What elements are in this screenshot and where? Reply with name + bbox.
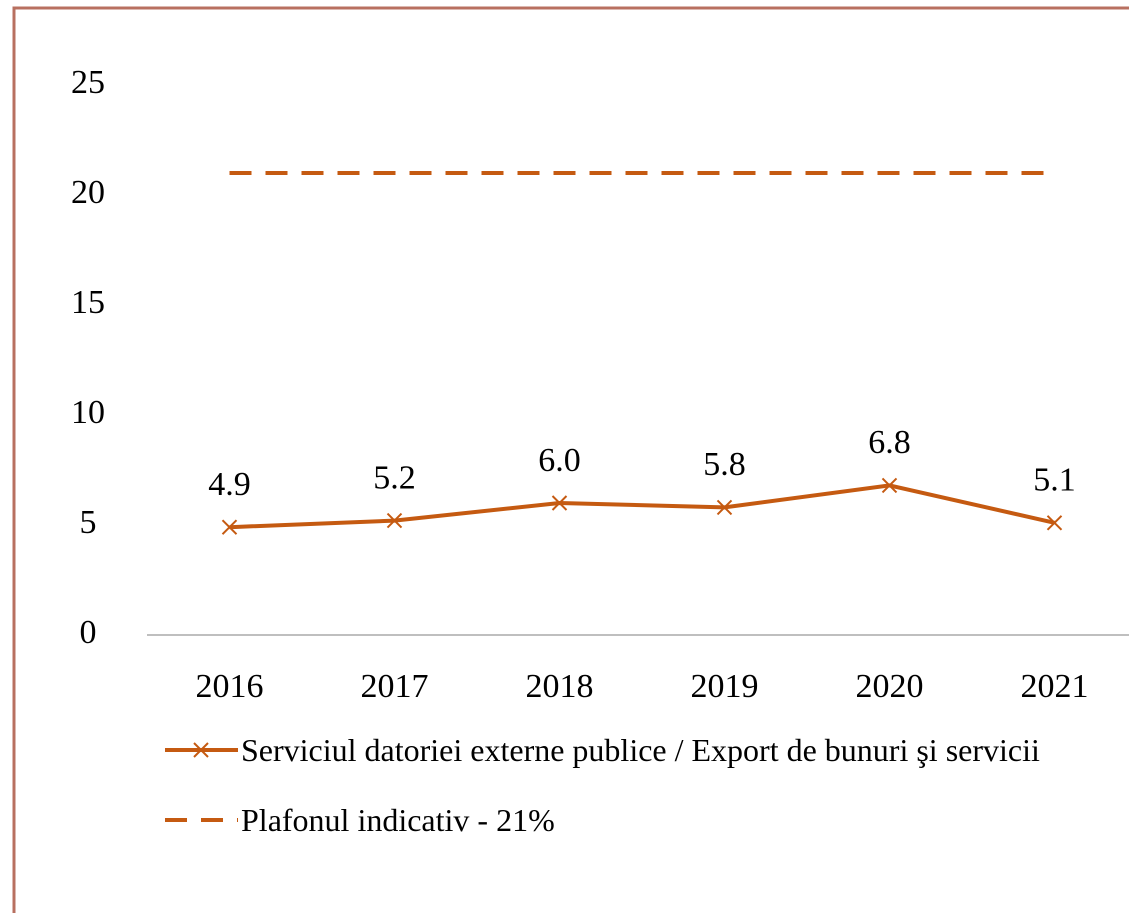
data-label: 6.0 <box>538 442 581 479</box>
data-label: 6.8 <box>868 424 911 461</box>
x-tick-label: 2017 <box>361 668 429 705</box>
y-tick-label: 0 <box>80 614 97 651</box>
x-tick-label: 2021 <box>1021 668 1089 705</box>
y-tick-label: 20 <box>71 174 105 211</box>
x-tick-label: 2019 <box>691 668 759 705</box>
data-line <box>229 483 1055 530</box>
point-marker <box>386 512 403 529</box>
point-marker <box>221 519 238 535</box>
point-marker <box>551 495 568 511</box>
x-tick-label: 2018 <box>526 668 594 705</box>
x-tick-label: 2016 <box>196 668 264 705</box>
frame <box>12 6 1129 913</box>
x-tick-label: 2020 <box>856 668 924 705</box>
data-label: 5.8 <box>703 446 746 483</box>
y-tick-label: 10 <box>71 394 105 431</box>
legend-label: Serviciul datoriei externe publice / Exp… <box>241 732 1040 768</box>
legend-label: Plafonul indicativ - 21% <box>241 802 555 838</box>
y-tick-label: 5 <box>80 504 97 541</box>
y-tick-label: 25 <box>71 64 105 101</box>
data-label: 5.2 <box>373 459 416 496</box>
point-marker <box>1046 515 1063 531</box>
point-marker <box>716 499 733 516</box>
data-label: 4.9 <box>208 466 251 503</box>
y-tick-label: 15 <box>71 284 105 321</box>
point-marker <box>881 477 898 494</box>
legend-marker <box>193 742 209 758</box>
data-label: 5.1 <box>1033 462 1076 499</box>
